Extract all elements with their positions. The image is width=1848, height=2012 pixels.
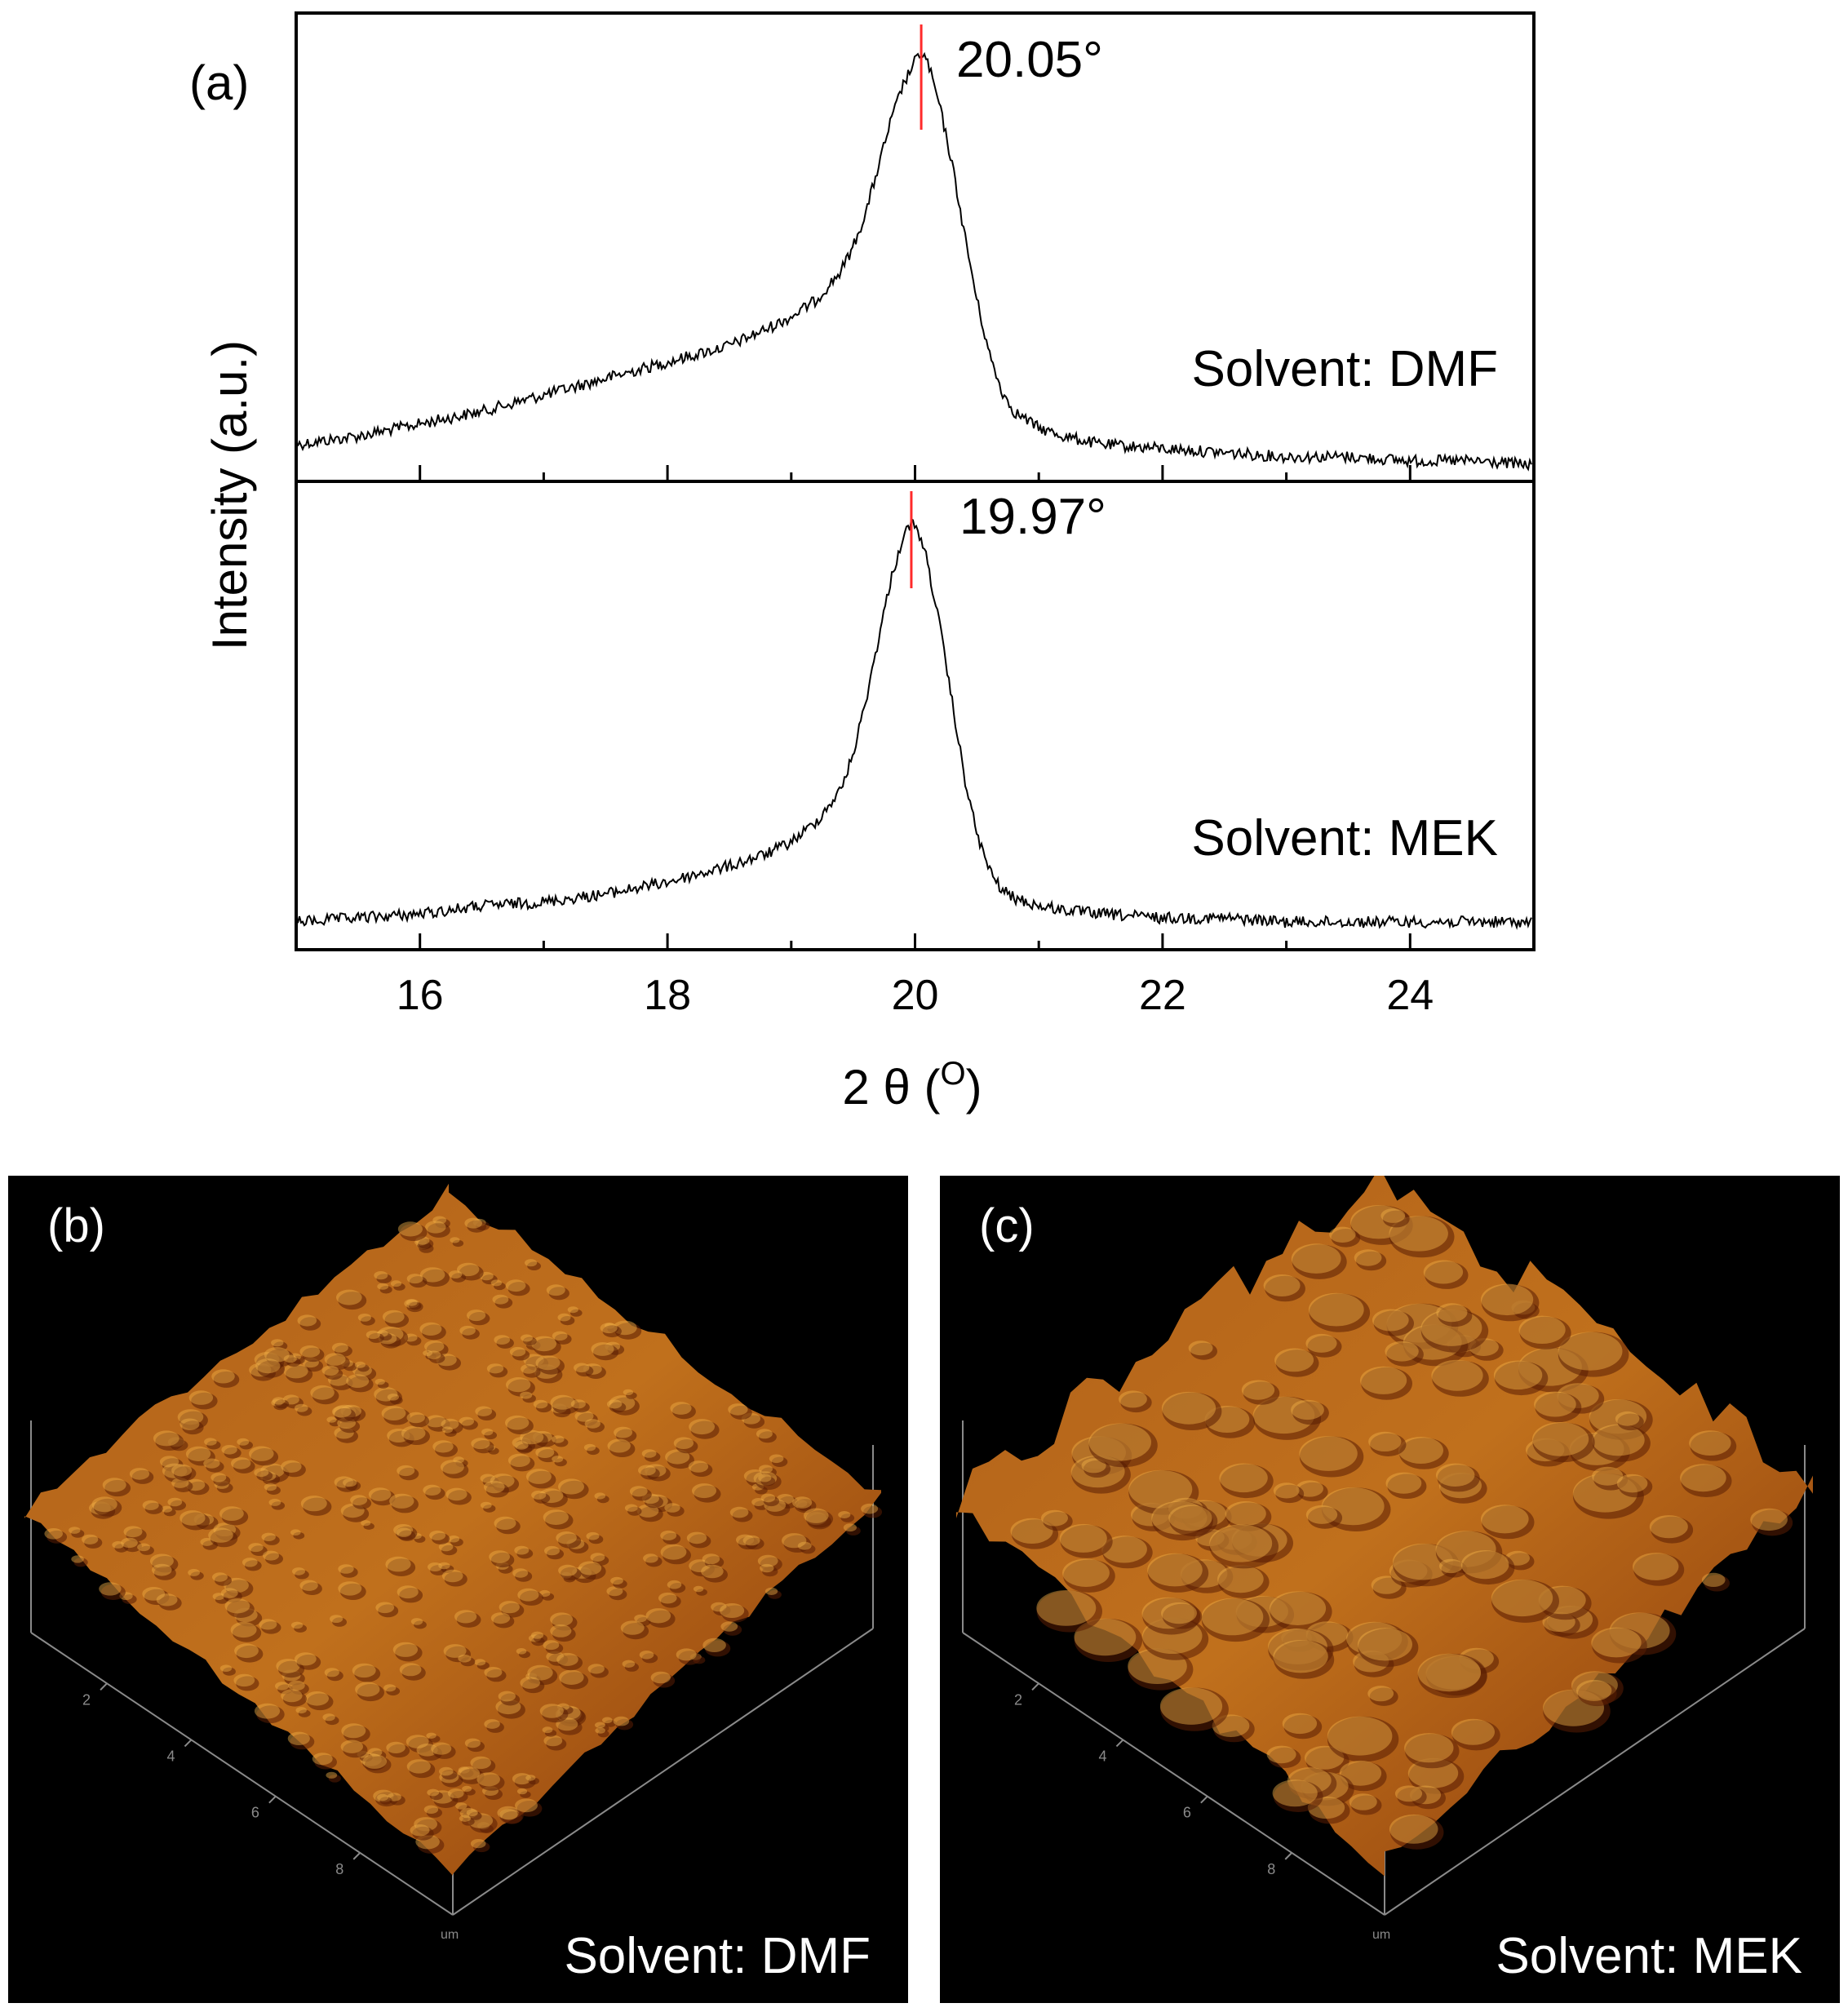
y-axis-label: Intensity (a.u.) [202,340,257,650]
afm-axis-tick-4: 4 [166,1748,175,1764]
xrd-trace-mek [297,517,1532,930]
xrd-trace-dmf [297,51,1532,472]
solvent-label-dmf: Solvent: DMF [1191,341,1498,397]
x-tick-label-18: 18 [644,972,691,1019]
panel-label-a: (a) [189,55,249,110]
afm-surface [24,1183,881,1876]
x-tick-label-22: 22 [1139,972,1186,1019]
panel-label-b: (b) [47,1199,105,1252]
solvent-label-mek: Solvent: MEK [1191,810,1498,866]
x-axis-label-close: ) [966,1060,982,1115]
x-tick-label-20: 20 [892,972,939,1019]
x-axis-label-sup: O [940,1056,965,1092]
afm-axis-tick-2: 2 [1014,1691,1022,1708]
afm-axis-tick-8: 8 [1267,1861,1275,1877]
xrd-chart: (a) Intensity (a.u.) 20.05° Solvent: DMF 1… [189,11,1536,1115]
afm-axis-tick-6: 6 [1183,1805,1191,1821]
afm-axes [30,1420,874,1916]
afm-axis-tick-2: 2 [82,1691,91,1708]
afm-axis-tick-6: 6 [251,1805,259,1821]
afm-axes [962,1420,1806,1916]
peak-label-dmf: 20.05° [956,32,1103,88]
afm-image-dmf: 2 4 6 8 um (b) Solvent: DMF [8,1176,908,2003]
afm-grains [1010,1205,1793,1850]
x-tick-label-16: 16 [397,972,444,1019]
afm-axis-unit: um [1372,1928,1390,1942]
afm-axis-tick-8: 8 [335,1861,343,1877]
panel-label-c: (c) [979,1199,1035,1252]
afm-axis-tick-4: 4 [1098,1748,1106,1764]
afm-grains [44,1216,883,1854]
afm-surface-mek: 2 4 6 8 um [956,1176,1813,1942]
afm-surface-dmf: 2 4 6 8 um [24,1183,883,1942]
x-axis-label: 2 θ (O) [842,1056,982,1115]
peak-label-mek: 19.97° [959,489,1106,545]
afm-axis-unit: um [441,1928,459,1942]
afm-image-mek: 2 4 6 8 um (c) Solvent: MEK [940,1176,1840,2003]
solvent-label-dmf: Solvent: DMF [564,1928,871,1984]
solvent-label-mek: Solvent: MEK [1496,1928,1802,1984]
x-axis-label-main: 2 θ ( [842,1060,940,1115]
x-tick-label-24: 24 [1386,972,1434,1019]
